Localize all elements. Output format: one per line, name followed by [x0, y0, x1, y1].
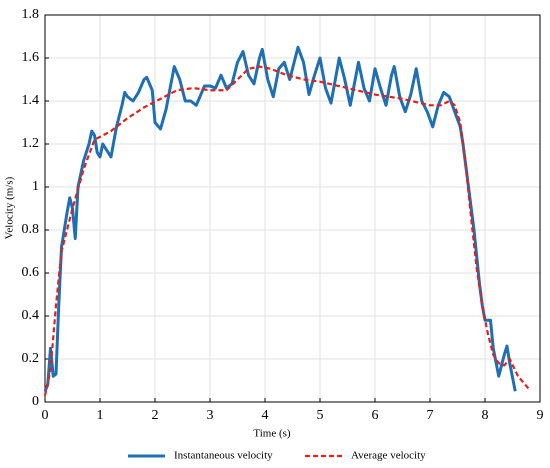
x-tick-label: 7: [427, 408, 434, 423]
x-tick-label: 9: [537, 408, 544, 423]
legend-label: Average velocity: [351, 450, 426, 462]
y-tick-label: 0.4: [22, 308, 40, 323]
legend-label: Instantaneous velocity: [174, 450, 273, 462]
y-tick-label: 1.4: [22, 93, 40, 108]
y-tick-label: 1: [32, 179, 39, 194]
y-axis-label: Velocity (m/s): [4, 176, 16, 239]
x-tick-label: 6: [372, 408, 379, 423]
y-tick-label: 0.2: [22, 351, 40, 366]
x-tick-label: 1: [97, 408, 104, 423]
y-tick-label: 1.6: [22, 50, 40, 65]
x-axis-label: Time (s): [253, 428, 291, 440]
series-line: [43, 65, 530, 396]
y-tick-label: 1.8: [22, 7, 40, 22]
x-tick-label: 4: [262, 408, 269, 423]
plot-frame: [44, 14, 541, 403]
y-tick-label: 1.2: [22, 136, 40, 151]
x-tick-label: 3: [207, 408, 214, 423]
x-tick-label: 8: [482, 408, 489, 423]
series-line: [43, 45, 517, 392]
y-tick-label: 0: [32, 394, 39, 409]
x-tick-label: 5: [317, 408, 324, 423]
x-tick-label: 0: [42, 408, 49, 423]
y-tick-label: 0.6: [22, 265, 40, 280]
x-tick-label: 2: [152, 408, 159, 423]
y-tick-label: 0.8: [22, 222, 40, 237]
